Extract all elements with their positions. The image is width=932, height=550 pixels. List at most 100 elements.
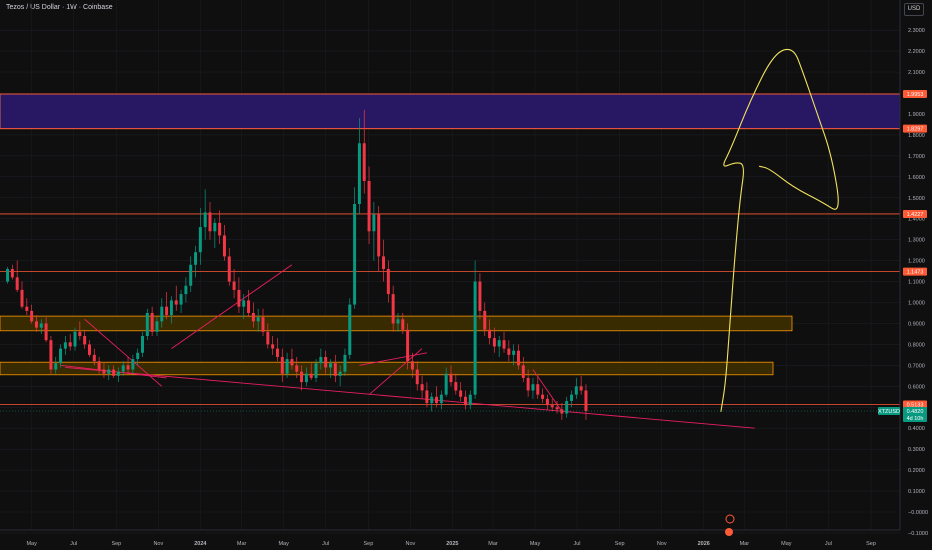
candle[interactable] xyxy=(280,348,284,383)
candle[interactable] xyxy=(444,367,448,397)
candle[interactable] xyxy=(189,256,193,293)
candle[interactable] xyxy=(126,356,130,374)
candle[interactable] xyxy=(449,365,453,387)
candle[interactable] xyxy=(497,336,501,357)
candle[interactable] xyxy=(121,361,125,376)
candle[interactable] xyxy=(574,377,578,399)
candle[interactable] xyxy=(203,189,207,240)
candle[interactable] xyxy=(309,363,313,381)
candle[interactable] xyxy=(439,390,443,410)
candle[interactable] xyxy=(83,329,87,349)
candle[interactable] xyxy=(357,118,361,215)
candle[interactable] xyxy=(521,356,525,383)
candle[interactable] xyxy=(343,348,347,376)
candle[interactable] xyxy=(275,338,279,362)
candle[interactable] xyxy=(565,396,569,418)
candle[interactable] xyxy=(295,356,299,378)
candle[interactable] xyxy=(271,336,275,355)
candle[interactable] xyxy=(25,298,29,316)
currency-button[interactable]: USD xyxy=(904,3,924,16)
candle[interactable] xyxy=(155,317,159,337)
candle[interactable] xyxy=(584,384,588,420)
candle[interactable] xyxy=(44,317,48,343)
event-icon[interactable] xyxy=(725,514,735,524)
candle[interactable] xyxy=(410,352,414,378)
candle[interactable] xyxy=(213,218,217,249)
candle[interactable] xyxy=(256,308,260,332)
candle[interactable] xyxy=(560,403,564,420)
candle[interactable] xyxy=(73,327,77,351)
candle[interactable] xyxy=(338,365,342,387)
candle[interactable] xyxy=(92,348,96,366)
candle[interactable] xyxy=(382,239,386,282)
candle[interactable] xyxy=(531,377,535,399)
candle[interactable] xyxy=(536,375,540,399)
candle[interactable] xyxy=(242,294,246,320)
candle[interactable] xyxy=(141,331,144,357)
candle[interactable] xyxy=(107,365,111,381)
candle[interactable] xyxy=(169,296,173,324)
candle[interactable] xyxy=(420,375,424,399)
candle[interactable] xyxy=(550,398,554,412)
candle[interactable] xyxy=(102,363,106,378)
candle[interactable] xyxy=(218,210,222,244)
candle[interactable] xyxy=(324,350,328,374)
candle[interactable] xyxy=(386,260,390,303)
candle[interactable] xyxy=(54,356,58,374)
candle[interactable] xyxy=(516,344,520,370)
candle[interactable] xyxy=(377,206,381,272)
candle[interactable] xyxy=(131,354,135,374)
candle[interactable] xyxy=(555,400,559,414)
candle[interactable] xyxy=(68,333,72,351)
candle[interactable] xyxy=(285,352,289,378)
candle[interactable] xyxy=(454,373,458,395)
candle[interactable] xyxy=(160,298,164,328)
candle[interactable] xyxy=(232,268,236,299)
candle[interactable] xyxy=(34,315,38,332)
candle[interactable] xyxy=(415,361,419,391)
candle[interactable] xyxy=(304,367,308,387)
candle[interactable] xyxy=(353,187,357,309)
candle[interactable] xyxy=(20,281,24,309)
candle[interactable] xyxy=(251,302,255,328)
candle[interactable] xyxy=(459,382,463,401)
candle[interactable] xyxy=(227,248,231,286)
candle[interactable] xyxy=(59,344,63,368)
candle[interactable] xyxy=(198,208,202,265)
candle[interactable] xyxy=(362,109,366,194)
candle[interactable] xyxy=(478,273,482,320)
candle[interactable] xyxy=(314,359,318,383)
candle[interactable] xyxy=(401,312,405,334)
candle[interactable] xyxy=(319,348,323,370)
candle[interactable] xyxy=(179,289,183,313)
candle[interactable] xyxy=(261,308,265,337)
candle[interactable] xyxy=(87,340,91,357)
event-markers[interactable] xyxy=(725,514,735,536)
candle[interactable] xyxy=(372,201,376,261)
candle[interactable] xyxy=(39,319,43,334)
candle[interactable] xyxy=(136,348,140,366)
candle[interactable] xyxy=(63,336,67,355)
candle[interactable] xyxy=(579,375,583,395)
candle[interactable] xyxy=(15,260,19,293)
candle[interactable] xyxy=(266,323,270,349)
time-axis[interactable]: May Jul Sep Nov 2024 Mar May Jul Sep Nov 2025 Mar Ma… xyxy=(26,541,876,547)
candle[interactable] xyxy=(473,260,477,399)
candle[interactable] xyxy=(222,224,226,261)
candle[interactable] xyxy=(463,390,467,410)
candle[interactable] xyxy=(406,323,410,370)
candle[interactable] xyxy=(165,292,169,320)
candle[interactable] xyxy=(116,367,120,383)
candle[interactable] xyxy=(507,340,511,362)
candle[interactable] xyxy=(290,348,294,370)
candle[interactable] xyxy=(435,386,439,408)
candle[interactable] xyxy=(112,365,116,378)
candle[interactable] xyxy=(492,327,496,353)
event-earnings-icon[interactable] xyxy=(725,528,733,536)
candle[interactable] xyxy=(49,336,53,374)
candle[interactable] xyxy=(391,285,395,332)
candle[interactable] xyxy=(333,354,337,383)
candle[interactable] xyxy=(150,306,154,337)
candle[interactable] xyxy=(300,365,304,391)
candle[interactable] xyxy=(396,312,400,332)
